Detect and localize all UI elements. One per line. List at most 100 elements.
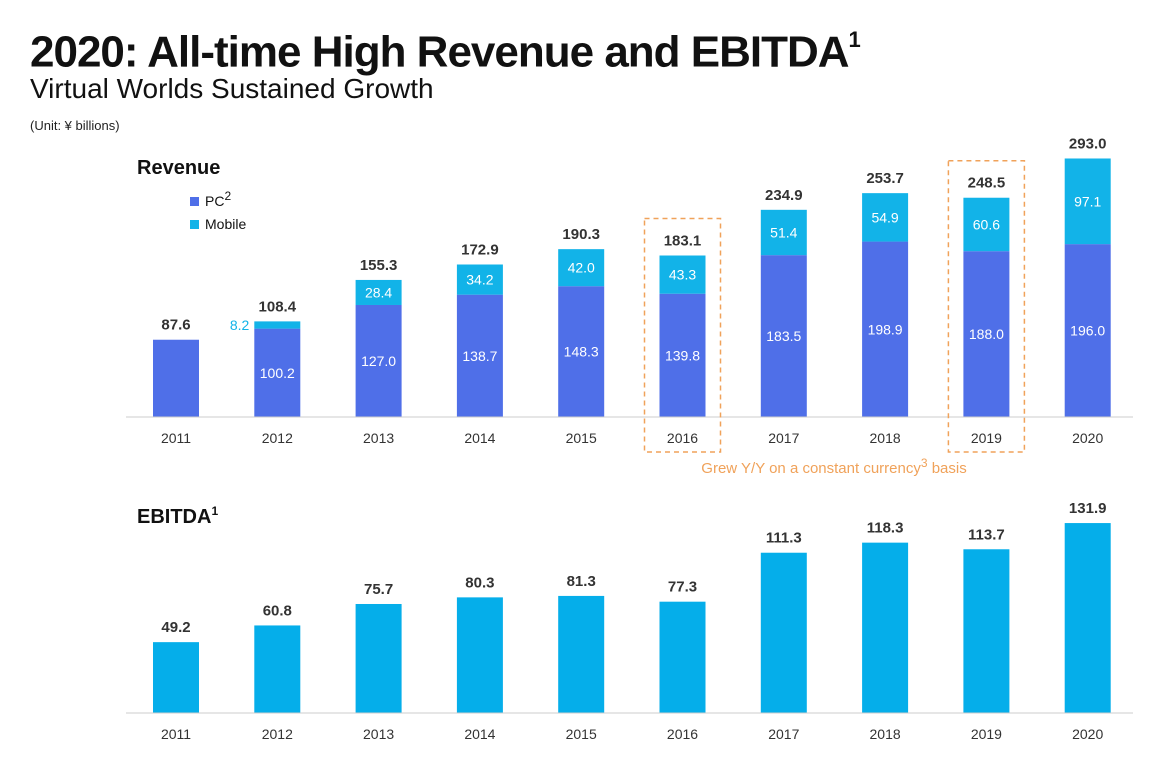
revenue-pc-bar <box>862 241 909 417</box>
ebitda-bar <box>355 603 402 713</box>
revenue-mobile-label: 51.4 <box>770 224 797 240</box>
ebitda-value-label: 118.3 <box>867 520 904 537</box>
revenue-pc-bar <box>963 251 1010 417</box>
highlight-box-2016 <box>643 217 722 453</box>
revenue-x-tick-label: 2012 <box>262 430 293 446</box>
ebitda-value-label: 113.7 <box>968 526 1005 543</box>
page-subtitle: Virtual Worlds Sustained Growth <box>30 73 434 104</box>
revenue-total-label: 293.0 <box>1069 135 1107 152</box>
revenue-mobile-label: 43.3 <box>669 267 696 283</box>
ebitda-bar <box>456 597 503 713</box>
legend-mobile-swatch <box>190 220 199 229</box>
revenue-mobile-label: 54.9 <box>871 209 898 225</box>
revenue-mobile-bar <box>254 321 301 329</box>
ebitda-bar <box>659 601 706 713</box>
revenue-total-label: 248.5 <box>968 175 1006 192</box>
revenue-pc-bar <box>355 304 402 417</box>
legend-pc-name: PC <box>205 193 224 209</box>
ebitda-title-footnote: 1 <box>211 504 218 518</box>
ebitda-x-tick-label: 2011 <box>161 726 191 742</box>
revenue-mobile-label: 42.0 <box>568 260 595 276</box>
ebitda-bar <box>760 552 807 713</box>
ebitda-value-label: 111.3 <box>766 530 802 547</box>
ebitda-value-label: 60.8 <box>263 602 292 619</box>
legend-pc-label: PC2 <box>205 189 231 209</box>
ebitda-bar <box>254 625 301 713</box>
revenue-mobile-label: 34.2 <box>466 272 493 288</box>
revenue-mobile-bar <box>1064 158 1111 245</box>
revenue-total-label: 234.9 <box>765 187 803 204</box>
revenue-x-tick-label: 2013 <box>363 430 394 446</box>
ebitda-bar <box>558 595 605 713</box>
ebitda-value-label: 131.9 <box>1069 500 1107 517</box>
revenue-pc-bar <box>760 255 807 417</box>
ebitda-x-tick-label: 2014 <box>464 726 495 742</box>
revenue-mobile-bar <box>558 249 605 287</box>
ebitda-bar <box>1064 523 1111 713</box>
revenue-pc-label: 100.2 <box>260 365 295 381</box>
revenue-x-tick-label: 2015 <box>566 430 597 446</box>
revenue-pc-bar <box>456 294 503 417</box>
revenue-mobile-label: 28.4 <box>365 284 392 300</box>
revenue-x-tick-label: 2019 <box>971 430 1002 446</box>
revenue-total-label: 172.9 <box>461 242 499 259</box>
unit-note: (Unit: ¥ billions) <box>30 118 120 133</box>
ebitda-x-tick-label: 2013 <box>363 726 394 742</box>
revenue-pc-bar <box>558 286 605 417</box>
legend-mobile-label: Mobile <box>205 216 246 232</box>
revenue-pc-label: 138.7 <box>462 348 497 364</box>
ebitda-x-tick-label: 2020 <box>1072 726 1103 742</box>
page-title: 2020: All-time High Revenue and EBITDA1 <box>30 14 861 83</box>
legend-pc-swatch <box>190 197 199 206</box>
revenue-section-title: Revenue <box>137 157 220 179</box>
revenue-mobile-label: 8.2 <box>230 317 250 333</box>
revenue-pc-label: 127.0 <box>361 353 396 369</box>
highlight-annotation-footnote: 3 <box>921 456 928 470</box>
ebitda-bar <box>153 642 199 713</box>
revenue-mobile-bar <box>456 264 503 295</box>
revenue-pc-bar <box>1064 244 1111 417</box>
highlight-annotation-tail: basis <box>928 460 967 477</box>
revenue-title-text: Revenue <box>137 157 220 179</box>
ebitda-section-title: EBITDA1 <box>137 504 218 528</box>
revenue-x-tick-label: 2016 <box>667 430 698 446</box>
ebitda-value-label: 77.3 <box>668 579 697 596</box>
highlight-annotation-text: Grew Y/Y on a constant currency <box>701 460 921 477</box>
revenue-mobile-bar <box>760 209 807 256</box>
ebitda-x-tick-label: 2012 <box>262 726 293 742</box>
revenue-mobile-bar <box>355 279 402 305</box>
revenue-pc-bar <box>659 293 706 417</box>
ebitda-bar <box>963 549 1010 713</box>
highlight-annotation: Grew Y/Y on a constant currency3 basis <box>701 456 966 477</box>
ebitda-x-tick-label: 2016 <box>667 726 698 742</box>
revenue-x-tick-label: 2020 <box>1072 430 1103 446</box>
revenue-mobile-bar <box>659 255 706 294</box>
revenue-x-tick-label: 2011 <box>161 430 191 446</box>
revenue-mobile-bar <box>862 193 909 242</box>
revenue-pc-bar <box>254 328 301 417</box>
revenue-pc-label: 188.0 <box>969 326 1004 342</box>
ebitda-value-label: 75.7 <box>364 581 393 598</box>
revenue-mobile-label: 97.1 <box>1074 193 1101 209</box>
ebitda-x-tick-label: 2015 <box>566 726 597 742</box>
revenue-mobile-bar <box>963 197 1010 252</box>
ebitda-value-label: 80.3 <box>465 574 494 591</box>
ebitda-value-label: 49.2 <box>161 619 190 636</box>
page-title-footnote: 1 <box>848 27 861 52</box>
revenue-x-tick-label: 2014 <box>464 430 495 446</box>
legend-pc-footnote: 2 <box>224 189 231 203</box>
revenue-total-label: 155.3 <box>360 257 398 274</box>
revenue-x-tick-label: 2017 <box>768 430 799 446</box>
revenue-total-label: 190.3 <box>562 226 600 243</box>
revenue-total-label: 253.7 <box>866 170 904 187</box>
page-title-text: 2020: All-time High Revenue and EBITDA <box>30 27 850 77</box>
revenue-mobile-label: 60.6 <box>973 216 1000 232</box>
ebitda-title-text: EBITDA <box>137 506 211 528</box>
ebitda-bar <box>862 542 909 713</box>
revenue-pc-label: 196.0 <box>1070 323 1105 339</box>
revenue-total-label: 87.6 <box>161 317 190 334</box>
ebitda-value-label: 81.3 <box>567 573 596 590</box>
revenue-total-label: 183.1 <box>664 233 702 250</box>
ebitda-x-tick-label: 2017 <box>768 726 799 742</box>
ebitda-x-tick-label: 2019 <box>971 726 1002 742</box>
